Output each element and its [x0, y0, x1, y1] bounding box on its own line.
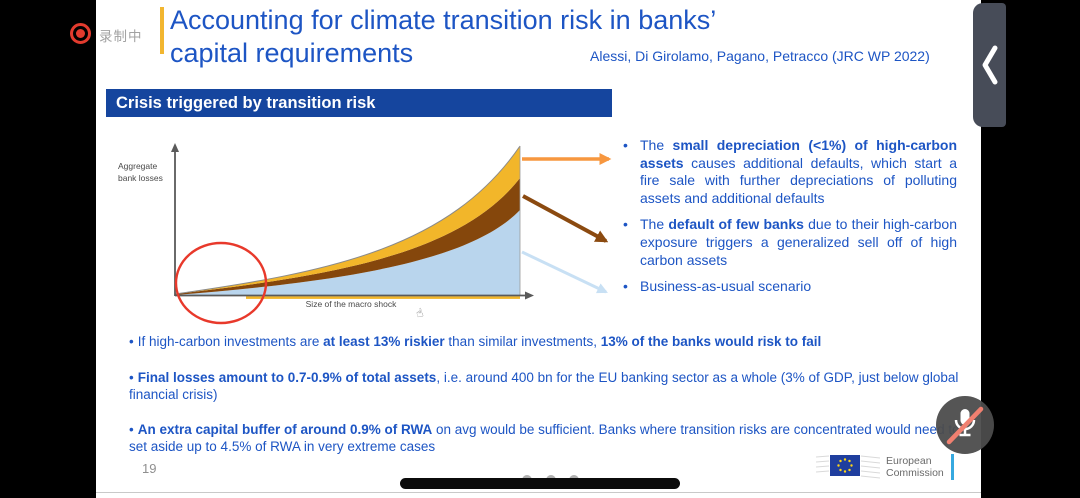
bullet-text: The default of few banks due to their hi… [640, 216, 957, 268]
bullet-text: The small depreciation (<1%) of high-car… [640, 137, 957, 206]
chevron-left-icon [982, 45, 997, 85]
presentation-slide: Accounting for climate transition risk i… [96, 0, 981, 498]
brown-callout-arrow [522, 194, 609, 243]
bullet-text: Final losses amount to 0.7-0.9% of total… [129, 369, 959, 403]
microphone-muted-icon [946, 406, 984, 445]
hand-cursor-icon: ☝ [414, 305, 425, 321]
area-business-as-usual [175, 210, 520, 295]
x-axis-label: Size of the macro shock [305, 299, 397, 309]
slide-title-line1: Accounting for climate transition risk i… [170, 5, 717, 35]
x-axis-arrow [525, 291, 534, 300]
red-annotation-circle [174, 241, 268, 325]
bullet-icon: • [623, 137, 628, 153]
list-item: • An extra capital buffer of around 0.9% … [129, 421, 967, 456]
list-item: • Business-as-usual scenario [623, 278, 957, 296]
ec-logo-bar [950, 454, 954, 480]
chart-explanation-list: • The small depreciation (<1%) of high-c… [623, 137, 957, 305]
bullet-icon: • [129, 421, 134, 437]
ec-logo-text: European Commission [886, 455, 944, 479]
y-axis-label: Aggregate bank losses [118, 161, 163, 183]
slide-title: Accounting for climate transition risk i… [170, 4, 716, 70]
recording-status-label: 录制中 [99, 29, 143, 44]
findings-list: • If high-carbon investments are at least… [129, 333, 967, 474]
bullet-icon: • [623, 278, 628, 295]
y-axis-arrow [171, 143, 179, 152]
bullet-icon: • [129, 334, 134, 349]
list-item: • Final losses amount to 0.7-0.9% of tota… [129, 369, 967, 404]
bullet-icon: • [623, 216, 628, 233]
authors-attribution: Alessi, Di Girolamo, Pagano, Petracco (J… [590, 48, 930, 64]
bullet-text: An extra capital buffer of around 0.9% o… [129, 421, 960, 455]
lightblue-callout-arrow [521, 250, 608, 294]
record-icon[interactable] [70, 23, 91, 44]
area-bank-defaults [175, 178, 520, 295]
title-accent-bar [160, 7, 164, 54]
curve-outline [174, 145, 521, 295]
page-number: 19 [142, 461, 157, 476]
list-item: • The small depreciation (<1%) of high-c… [623, 137, 957, 207]
bullet-text: If high-carbon investments are at least … [137, 334, 822, 349]
bullet-text: Business-as-usual scenario [640, 278, 812, 295]
list-item: • If high-carbon investments are at least… [129, 333, 967, 351]
mute-microphone-button[interactable] [936, 396, 994, 454]
area-fire-sale [175, 146, 520, 294]
ec-flag-icon [816, 455, 880, 479]
home-indicator[interactable] [400, 478, 680, 489]
bullet-icon: • [129, 369, 134, 385]
list-item: • The default of few banks due to their … [623, 216, 957, 269]
european-commission-logo: European Commission [816, 452, 954, 482]
slide-title-line2: capital requirements [170, 38, 414, 68]
bottom-divider [96, 492, 981, 493]
panel-toggle-tab[interactable] [973, 3, 1006, 127]
section-banner: Crisis triggered by transition risk [106, 89, 612, 117]
